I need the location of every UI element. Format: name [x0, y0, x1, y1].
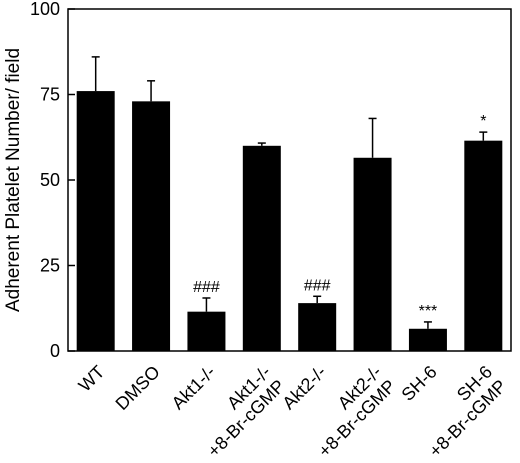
x-category-label: DMSO [112, 362, 164, 414]
x-category-label: WT [75, 362, 109, 396]
y-axis-title: Adherent Platelet Number/ field [3, 48, 24, 312]
bar [187, 311, 226, 351]
y-axis-ticks: 0 25 50 75 100 [30, 0, 75, 361]
bar [242, 145, 281, 351]
bar [464, 140, 503, 351]
x-category-label: Akt1-/- [168, 362, 220, 414]
significance-label: *** [419, 303, 438, 320]
bar [353, 157, 392, 351]
significance-label: ### [193, 279, 220, 296]
y-tick-label: 25 [40, 256, 60, 276]
bar [408, 328, 447, 351]
significance-label: * [480, 113, 486, 130]
y-tick-label: 50 [40, 170, 60, 190]
bars [76, 91, 503, 351]
y-tick-label: 0 [50, 341, 60, 361]
bar [76, 91, 115, 351]
significance-label: ### [304, 277, 331, 294]
bar [298, 303, 337, 351]
x-category-label-line: WT [75, 362, 109, 396]
y-tick-label: 100 [30, 0, 60, 19]
y-tick-label: 75 [40, 85, 60, 105]
x-category-label-line: SH-6 [398, 362, 441, 405]
x-category-label-line: Akt1-/- [168, 362, 220, 414]
x-category-label-line: DMSO [112, 362, 164, 414]
error-bars [91, 56, 488, 329]
annotations: ### ###**** [193, 113, 486, 320]
x-category-label: SH-6 [398, 362, 441, 405]
bar [132, 101, 171, 351]
